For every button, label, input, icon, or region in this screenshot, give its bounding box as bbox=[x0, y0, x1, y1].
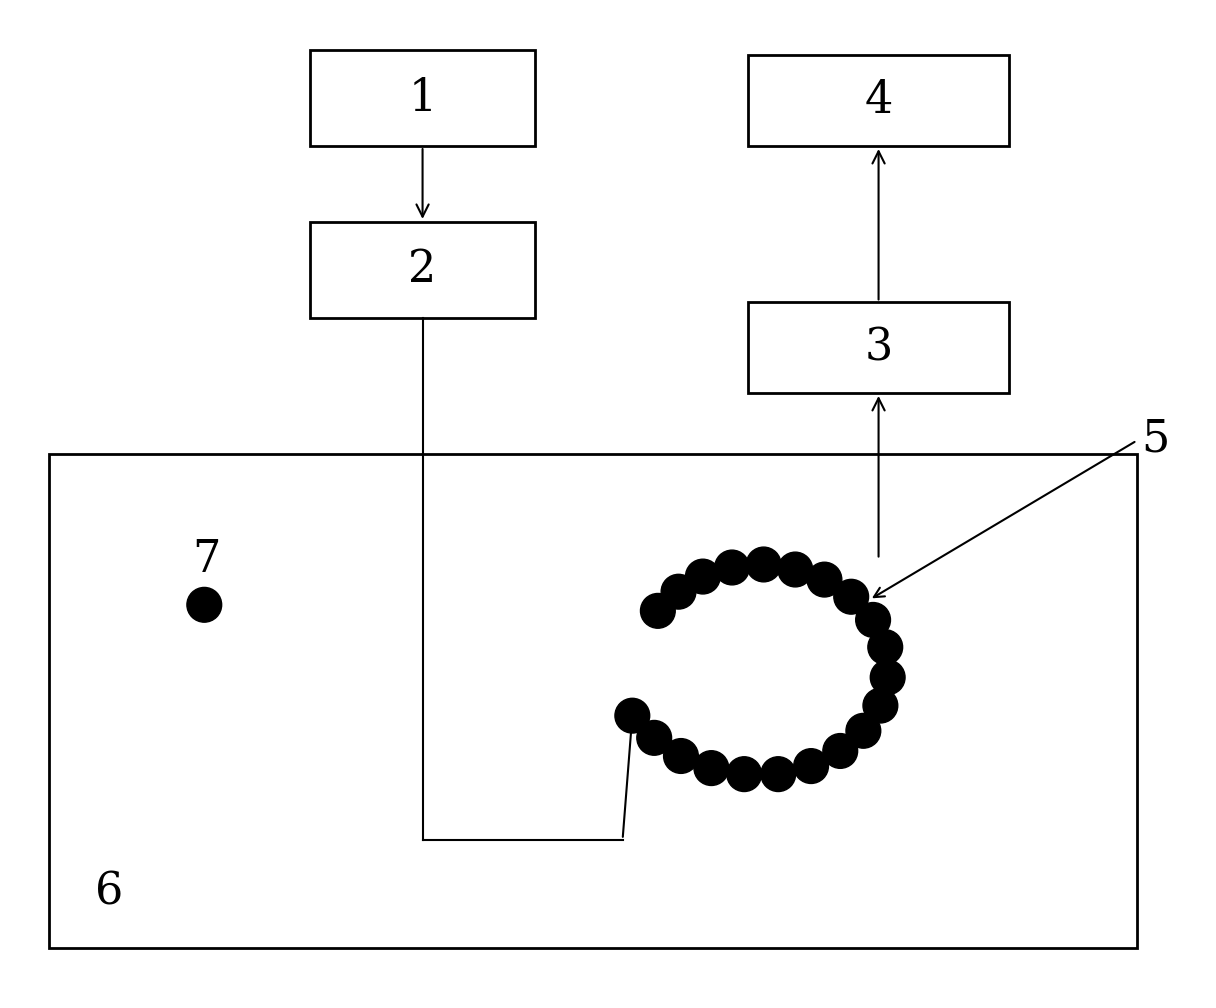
Circle shape bbox=[664, 739, 698, 773]
Text: 2: 2 bbox=[409, 248, 437, 291]
Circle shape bbox=[871, 660, 905, 695]
Circle shape bbox=[823, 734, 857, 768]
Circle shape bbox=[727, 757, 761, 791]
Text: 7: 7 bbox=[192, 538, 221, 581]
Circle shape bbox=[715, 550, 749, 585]
Circle shape bbox=[747, 547, 781, 582]
Circle shape bbox=[846, 714, 880, 748]
Text: 1: 1 bbox=[409, 77, 437, 120]
Circle shape bbox=[686, 559, 720, 594]
Bar bbox=[49, 454, 1137, 948]
Circle shape bbox=[807, 562, 841, 597]
Circle shape bbox=[662, 575, 696, 609]
Circle shape bbox=[868, 630, 902, 664]
Text: 5: 5 bbox=[1141, 417, 1170, 460]
Bar bbox=[748, 302, 1009, 393]
Circle shape bbox=[761, 757, 795, 791]
Bar bbox=[310, 50, 535, 146]
Text: 3: 3 bbox=[865, 327, 893, 369]
Circle shape bbox=[863, 688, 897, 723]
Circle shape bbox=[778, 552, 812, 587]
Circle shape bbox=[641, 594, 675, 628]
Text: 6: 6 bbox=[95, 871, 124, 913]
Circle shape bbox=[615, 699, 649, 733]
Bar bbox=[748, 55, 1009, 146]
Circle shape bbox=[694, 751, 728, 785]
Circle shape bbox=[187, 588, 221, 622]
Circle shape bbox=[794, 749, 828, 783]
Circle shape bbox=[834, 580, 868, 614]
Circle shape bbox=[637, 721, 671, 755]
Text: 4: 4 bbox=[865, 80, 893, 122]
Circle shape bbox=[856, 603, 890, 637]
Bar bbox=[310, 222, 535, 318]
